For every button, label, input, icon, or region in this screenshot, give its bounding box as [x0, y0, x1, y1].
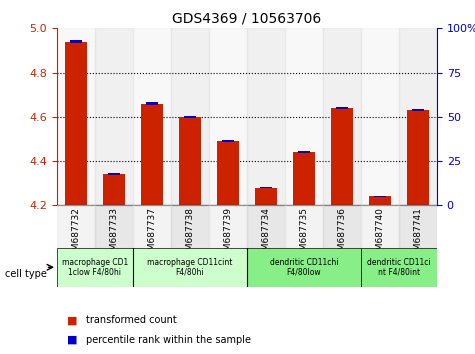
Text: GSM687740: GSM687740 [376, 207, 384, 262]
Bar [103, 175, 125, 205]
Text: macrophage CD11cint
F4/80hi: macrophage CD11cint F4/80hi [147, 258, 233, 277]
Text: GSM687738: GSM687738 [186, 207, 194, 262]
Bar [146, 102, 158, 105]
Text: GSM687739: GSM687739 [224, 207, 232, 262]
Bar [57, 28, 95, 205]
Bar [369, 196, 391, 205]
Text: GSM687741: GSM687741 [414, 207, 422, 262]
Bar [95, 28, 133, 205]
Text: GSM687734: GSM687734 [262, 207, 270, 262]
Bar [95, 205, 133, 248]
Text: dendritic CD11ci
nt F4/80int: dendritic CD11ci nt F4/80int [367, 258, 431, 277]
Text: macrophage CD1
1clow F4/80hi: macrophage CD1 1clow F4/80hi [62, 258, 128, 277]
Bar [399, 28, 437, 205]
Text: GSM687735: GSM687735 [300, 207, 308, 262]
Bar [260, 187, 272, 188]
Bar [361, 205, 399, 248]
Bar [57, 205, 95, 248]
Title: GDS4369 / 10563706: GDS4369 / 10563706 [172, 12, 322, 26]
Bar [133, 205, 171, 248]
Bar [336, 107, 348, 109]
Bar [141, 104, 163, 205]
Text: GSM687736: GSM687736 [338, 207, 346, 262]
Bar [323, 28, 361, 205]
Bar [399, 205, 437, 248]
Bar [298, 151, 310, 153]
Bar [171, 28, 209, 205]
Bar [217, 141, 239, 205]
Bar [412, 109, 424, 112]
Bar [323, 205, 361, 248]
Bar [331, 108, 353, 205]
Bar [184, 115, 196, 118]
Text: GSM687732: GSM687732 [72, 207, 80, 262]
Bar [407, 110, 429, 205]
Bar [285, 205, 323, 248]
Bar [179, 117, 201, 205]
Bar [70, 40, 82, 43]
FancyBboxPatch shape [133, 248, 247, 287]
FancyBboxPatch shape [247, 248, 361, 287]
Text: transformed count: transformed count [86, 315, 176, 325]
Bar [361, 28, 399, 205]
Text: cell type: cell type [5, 269, 47, 279]
FancyBboxPatch shape [57, 248, 133, 287]
Bar [374, 196, 386, 197]
Bar [255, 188, 277, 205]
Text: GSM687737: GSM687737 [148, 207, 156, 262]
Bar [247, 205, 285, 248]
Text: ■: ■ [66, 315, 77, 325]
FancyBboxPatch shape [361, 248, 437, 287]
Bar [222, 140, 234, 142]
Bar [108, 173, 120, 175]
Text: dendritic CD11chi
F4/80low: dendritic CD11chi F4/80low [270, 258, 338, 277]
Bar [65, 42, 87, 205]
Bar [171, 205, 209, 248]
Text: ■: ■ [66, 335, 77, 345]
Bar [293, 152, 315, 205]
Bar [209, 205, 247, 248]
Bar [247, 28, 285, 205]
Text: GSM687733: GSM687733 [110, 207, 118, 262]
Text: percentile rank within the sample: percentile rank within the sample [86, 335, 250, 345]
Bar [285, 28, 323, 205]
Bar [133, 28, 171, 205]
Bar [209, 28, 247, 205]
